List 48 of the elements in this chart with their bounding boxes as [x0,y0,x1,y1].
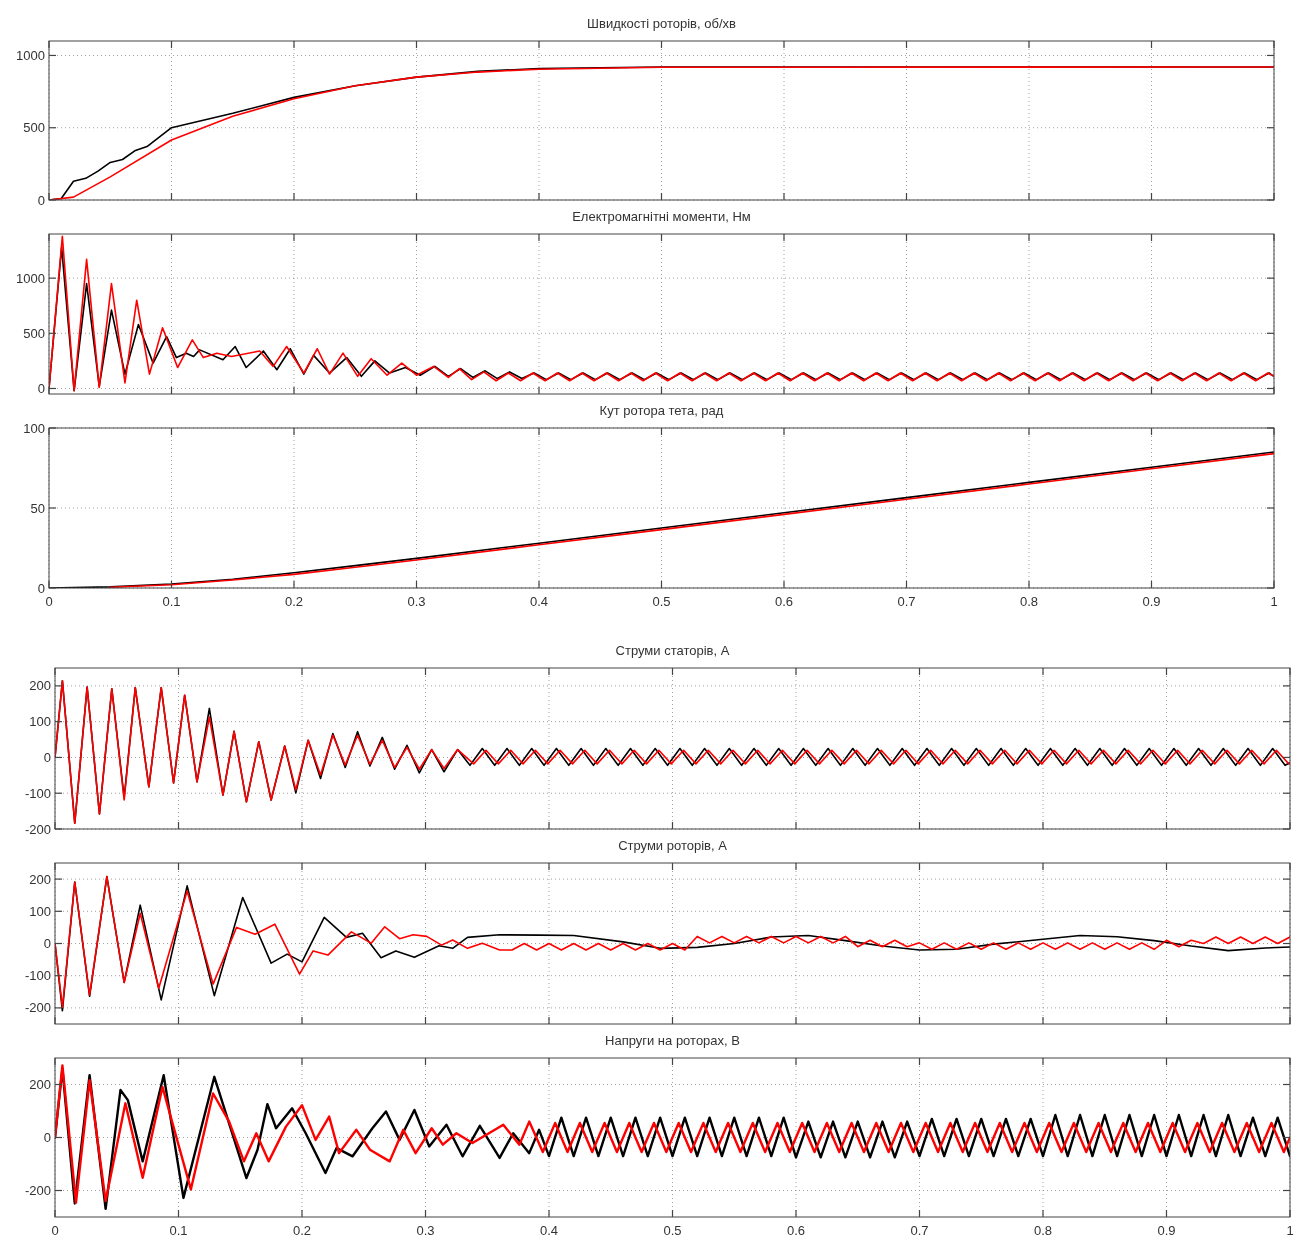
x-tick-label: 0.2 [284,594,304,609]
y-tick-label: 100 [29,903,51,919]
chart-title: Напруги на роторах, В [605,1033,740,1048]
x-tick-label: 0.7 [897,594,916,609]
y-tick-label: -100 [24,968,51,984]
x-tick-label: 1 [1286,1223,1294,1238]
x-tick-label: 0.1 [162,594,181,609]
x-tick-label: 0.7 [910,1223,929,1238]
x-tick-label: 0.6 [786,1223,806,1238]
chart-title: Струми роторів, А [618,838,728,853]
x-tick-label: 0.9 [1157,1223,1176,1238]
y-tick-label: 0 [37,192,45,208]
x-tick-label: 0.4 [539,1223,559,1238]
y-tick-label: 0 [37,580,45,596]
y-tick-label: 200 [29,1077,51,1093]
y-tick-label: -200 [24,821,51,837]
x-tick-label: 0.6 [774,594,794,609]
y-tick-label: -100 [24,785,51,801]
x-tick-label: 0.9 [1142,594,1161,609]
x-tick-label: 0.3 [416,1223,435,1238]
x-tick-label: 1 [1270,594,1278,609]
y-tick-label: 1000 [16,48,45,63]
y-tick-label: -200 [24,1183,51,1199]
x-tick-label: 0.5 [652,594,671,609]
x-tick-label: 0.1 [169,1223,188,1238]
x-tick-label: 0.3 [407,594,426,609]
x-tick-label: 0.8 [1019,594,1039,609]
y-tick-label: 200 [29,871,51,887]
chart-title: Швидкості роторів, об/хв [587,16,737,31]
y-tick-label: 500 [23,120,45,136]
y-tick-label: 200 [29,678,51,694]
y-tick-label: 100 [29,714,51,730]
y-tick-label: 100 [23,420,45,436]
y-tick-label: -200 [24,1000,51,1016]
chart-title: Кут ротора тета, рад [599,403,724,418]
y-tick-label: 0 [37,381,45,397]
y-tick-label: 500 [23,325,45,341]
y-tick-label: 1000 [16,270,45,286]
x-tick-label: 0.5 [663,1223,682,1238]
y-tick-label: 50 [30,500,45,516]
y-tick-label: 0 [43,1130,51,1146]
chart-title: Електромагнітні моменти, Нм [572,209,751,224]
x-tick-label: 0.2 [292,1223,312,1238]
chart-title: Струми статорів, А [615,643,730,658]
y-tick-label: 0 [43,936,51,952]
x-tick-label: 0.8 [1033,1223,1053,1238]
y-tick-label: 0 [43,749,51,765]
x-tick-label: 0.4 [529,594,549,609]
